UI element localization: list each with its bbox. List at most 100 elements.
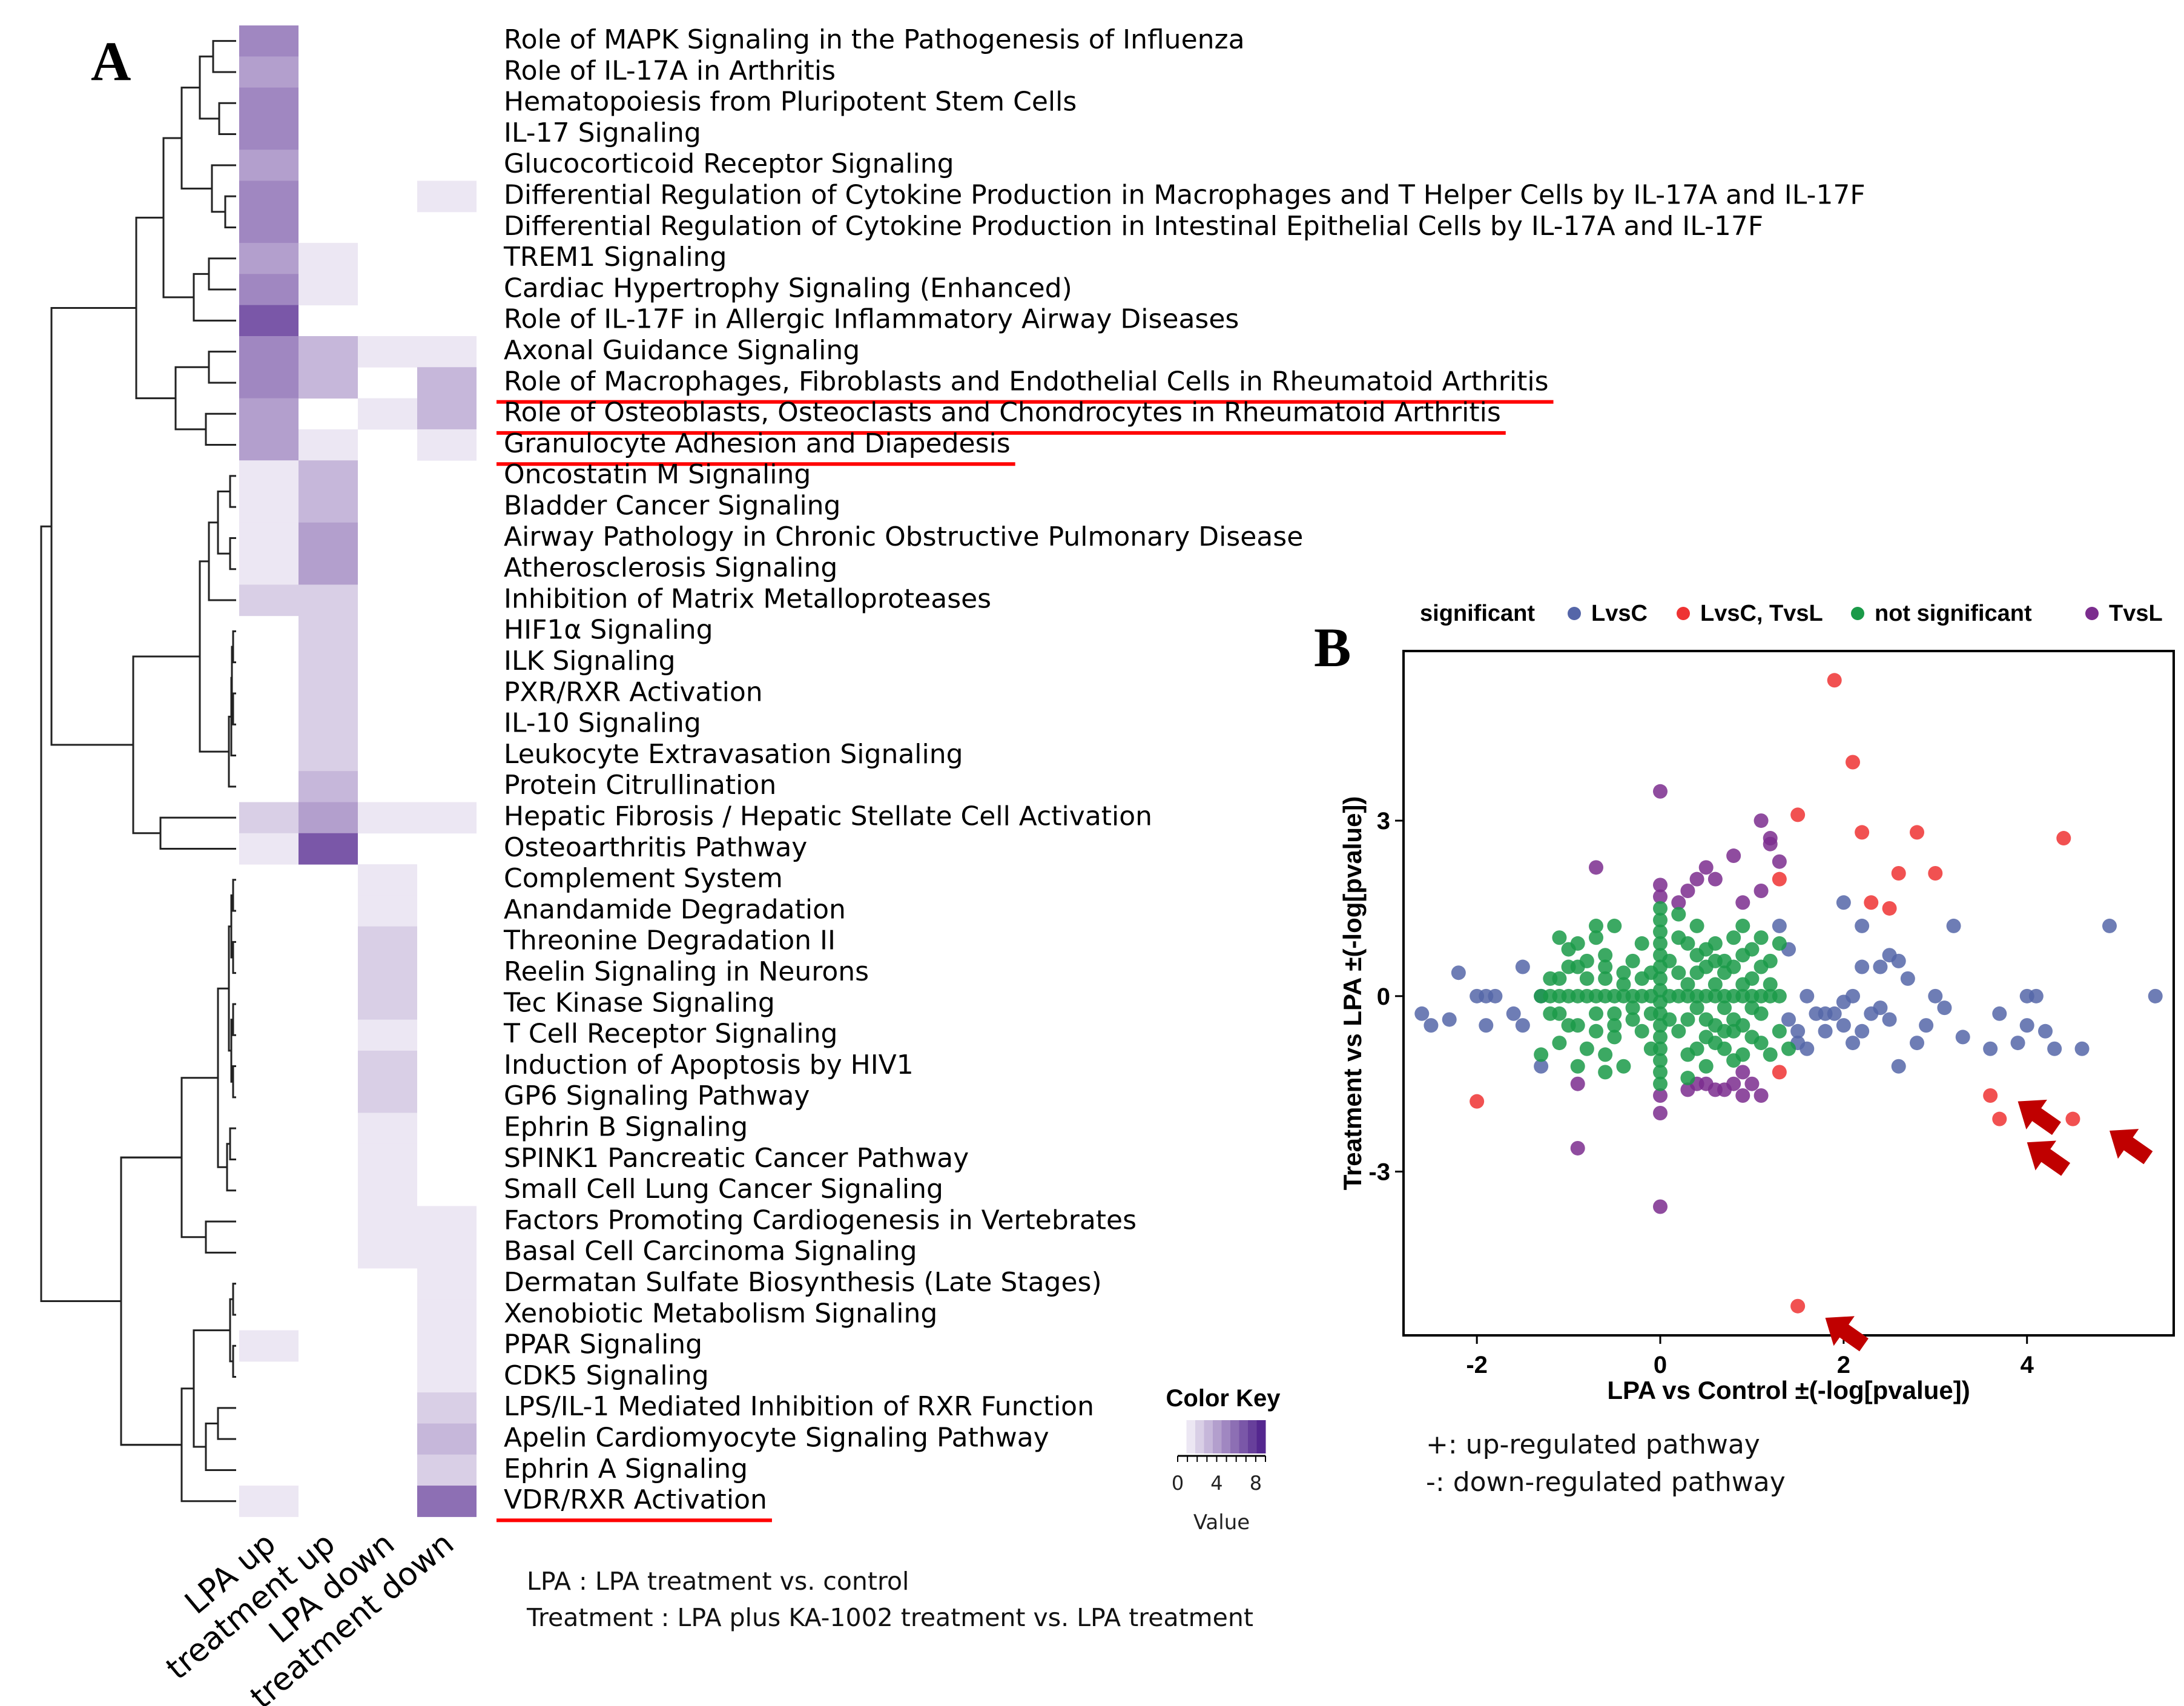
color-key-swatch [1230,1420,1239,1453]
scatter-point [1625,1000,1640,1016]
scatter-point [1882,901,1897,916]
scatter-point [1589,1023,1603,1039]
heat-cell [299,554,358,585]
row-label: TREM1 Signaling [503,242,727,273]
heat-cell [417,802,477,834]
scatter-point [1534,1047,1549,1062]
scatter-point [1928,866,1943,881]
legend-label: TvsL [2109,601,2163,626]
y-axis-title: Treatment vs LPA ±(-log[pvalue]) [1338,796,1367,1191]
heat-cell [358,1113,417,1145]
row-label: CDK5 Signaling [504,1360,709,1391]
scatter-point [1726,848,1741,864]
scatter-point [1653,901,1668,916]
scatter-point [1790,807,1806,822]
color-key-tick-label: 4 [1210,1472,1222,1495]
scatter-point [1983,1041,1998,1056]
scatter-point [1653,1076,1668,1091]
heat-cell [239,274,299,306]
scatter-point [1488,988,1503,1003]
row-label: Atherosclerosis Signaling [504,552,837,583]
scatter-point [1937,1000,1952,1016]
color-key-swatch [1239,1420,1249,1453]
row-label: Bladder Cancer Signaling [504,490,841,521]
scatter-point [1570,1140,1585,1156]
scatter-point [1753,1088,1769,1103]
heat-cell [417,180,477,213]
row-label: PXR/RXR Activation [504,676,763,707]
heat-cell [239,336,299,368]
row-label: Basal Cell Carcinoma Signaling [504,1236,917,1267]
scatter-point [1992,1111,2007,1126]
scatter-point [1744,1030,1760,1045]
scatter-point [1717,1000,1732,1016]
row-label: GP6 Signaling Pathway [504,1080,810,1111]
scatter-point [1772,871,1787,887]
footnote-treatment: Treatment : LPA plus KA-1002 treatment v… [526,1603,1253,1632]
scatter-point [1882,1012,1897,1027]
row-label: T Cell Receptor Signaling [503,1019,837,1050]
scatter-point [1827,1006,1842,1021]
scatter-point [2019,1018,2034,1033]
y-tick-label: 3 [1377,808,1390,835]
scatter-point [2074,1041,2090,1056]
heat-cell [299,771,358,802]
color-key-swatch [1186,1420,1196,1453]
scatter-point [1726,1012,1741,1027]
scatter-point [1616,1059,1631,1074]
heat-cell [358,926,417,958]
scatter-point [1680,1012,1695,1027]
scatter-point [1836,895,1851,910]
scatter-point [1570,1076,1585,1091]
scatter-point [1763,977,1778,992]
heat-cell [417,1299,477,1331]
scatter-point [1680,936,1695,951]
scatter-point [1506,1006,1521,1021]
row-label: Threonine Degradation II [503,925,836,956]
scatter-point [1753,959,1769,974]
legend-label: LvsC [1591,601,1648,626]
x-tick-label: -2 [1466,1352,1488,1378]
scatter-point [1873,959,1888,974]
scatter-point [1616,977,1631,992]
x-axis-title: LPA vs Control ±(-log[pvalue]) [1607,1376,1970,1404]
color-key-tick-label: 8 [1250,1472,1262,1495]
color-key-tick-label: 0 [1172,1472,1184,1495]
row-label: Oncostatin M Signaling [504,459,811,490]
heat-cell [358,1237,417,1269]
row-label: Axonal Guidance Signaling [504,335,860,366]
heat-cell [358,398,417,430]
scatter-point [1671,1023,1686,1039]
heat-cell [299,615,358,647]
scatter-point [1689,918,1704,933]
scatter-point [1680,1071,1695,1086]
scatter-point [1800,988,1815,1003]
legend-label: not significant [1875,601,2032,626]
scatter-point [1891,866,1906,881]
heat-cell [417,1454,477,1486]
legend-swatch [2085,607,2099,620]
arrow-shape [2110,1129,2153,1165]
scatter-point [1534,1059,1549,1074]
scatter-point [1671,965,1686,980]
row-label: SPINK1 Pancreatic Cancer Pathway [504,1143,969,1174]
legend-title: significant [1420,601,1535,626]
row-label: Hepatic Fibrosis / Hepatic Stellate Cell… [504,801,1152,832]
scatter-point [1855,918,1870,933]
scatter-point [1589,930,1603,945]
row-label: Factors Promoting Cardiogenesis in Verte… [504,1205,1137,1235]
row-labels: Role of MAPK Signaling in the Pathogenes… [497,24,1866,1523]
row-label: Tec Kinase Signaling [503,987,775,1018]
scatter-point [1772,988,1787,1003]
dendrogram-branch [40,525,121,1303]
scatter-point [1726,1053,1741,1068]
heat-cell [417,1361,477,1393]
scatter-point [1744,1000,1760,1016]
scatter-point [1589,918,1603,933]
heat-cell [417,1268,477,1300]
heat-cell [358,1019,417,1051]
scatter-point [1836,994,1851,1010]
heat-cell [358,895,417,927]
heat-cell [239,429,299,461]
row-label: Role of Osteoblasts, Osteoclasts and Cho… [504,397,1501,428]
